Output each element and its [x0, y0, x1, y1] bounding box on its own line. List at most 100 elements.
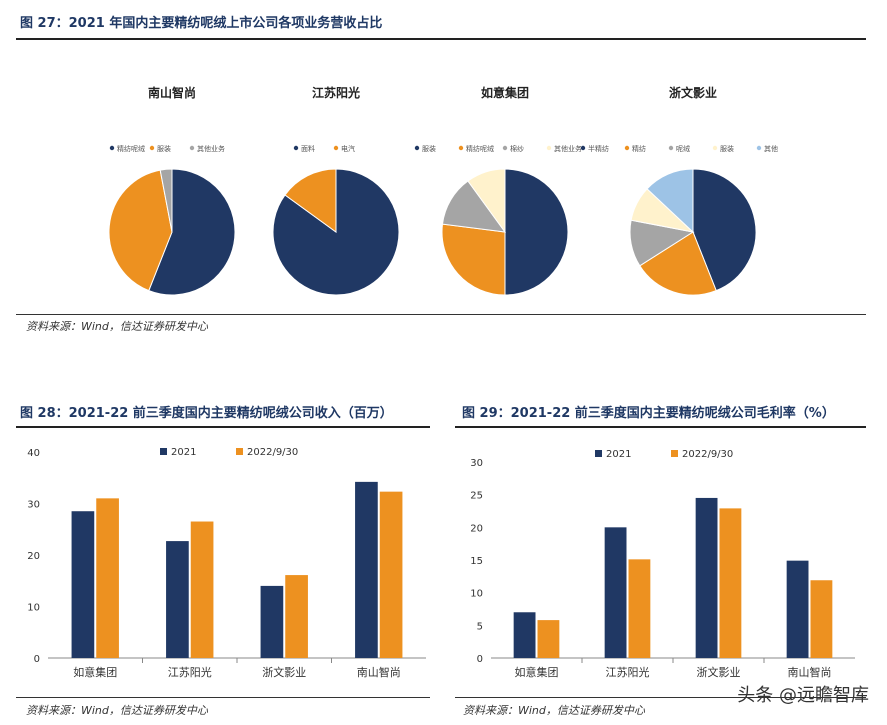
pie-legend-marker-1-0 [293, 145, 299, 151]
pie-slice-2-3 [467, 168, 506, 234]
bar-1-0 [96, 498, 119, 658]
y-tick-label-1: 10 [27, 603, 40, 614]
bar-1-0 [537, 620, 560, 658]
y-tick-label-4: 20 [470, 523, 483, 534]
pie-legend-label-2-0: 服装 [422, 144, 436, 153]
pie-slice-0-2 [159, 168, 173, 233]
bar-1-1 [190, 521, 214, 658]
watermark-text: 头条 @远瞻智库 [737, 685, 869, 706]
legend-label-0: 2021 [606, 449, 631, 460]
pie-title-0: 南山智尚 [148, 85, 196, 100]
figure-28-top-rule [16, 426, 430, 428]
pie-title-2: 如意集团 [481, 85, 529, 100]
pie-legend-marker-2-3 [546, 145, 552, 151]
y-tick-label-2: 10 [470, 589, 483, 600]
category-label-0: 如意集团 [73, 665, 117, 679]
figure-28-title: 图 28：2021-22 前三季度国内主要精纺呢绒公司收入（百万） [20, 406, 393, 421]
figure-27-source: 资料来源：Wind，信达证券研发中心 [26, 320, 208, 333]
figure-29-source: 资料来源：Wind，信达证券研发中心 [463, 704, 645, 717]
legend-label-1: 2022/9/30 [682, 449, 733, 460]
pie-slice-2-1 [441, 223, 506, 296]
figure-27-bottom-rule [16, 314, 866, 315]
bar-1-1 [628, 559, 651, 658]
pie-slice-3-1 [639, 231, 717, 296]
category-label-2: 浙文影业 [697, 665, 741, 679]
pie-legend-marker-1-1 [333, 145, 339, 151]
pie-legend-label-3-4: 其他 [764, 144, 778, 153]
bar-0-3 [355, 481, 378, 658]
figure-29-bottom-rule [455, 697, 866, 698]
category-label-3: 南山智尚 [357, 665, 401, 679]
pie-legend-marker-0-2 [189, 145, 195, 151]
legend-marker-1 [671, 450, 678, 457]
pie-slice-0-1 [108, 169, 173, 292]
pie-slice-3-4 [646, 168, 694, 234]
y-tick-label-6: 30 [470, 458, 483, 469]
pie-legend-marker-3-2 [668, 145, 674, 151]
category-label-1: 江苏阳光 [606, 665, 650, 679]
figure-29-bar-chart: 0 5 10 15 20 25 30 如意集团 江苏阳光 浙文影业 南山智尚 2021 2022/9/3… [470, 449, 855, 679]
legend-label-0: 2021 [171, 447, 196, 458]
legend-marker-0 [595, 450, 602, 457]
pie-title-3: 浙文影业 [669, 85, 717, 100]
pie-legend-marker-3-0 [580, 145, 586, 151]
bar-1-2 [285, 575, 308, 658]
pie-legend-marker-2-1 [458, 145, 464, 151]
y-tick-label-2: 20 [27, 551, 40, 562]
y-tick-label-5: 25 [470, 491, 483, 502]
bar-0-2 [695, 497, 718, 658]
category-label-3: 南山智尚 [788, 665, 832, 679]
bar-0-1 [604, 527, 627, 658]
pie-legend-label-2-1: 精纺呢绒 [466, 144, 494, 153]
pie-legend-label-2-2: 棉纱 [510, 144, 524, 153]
pie-legend-label-0-1: 服装 [157, 144, 171, 153]
pie-legend-marker-0-1 [149, 145, 155, 151]
pie-legend-label-3-1: 精纺 [632, 144, 646, 153]
y-tick-label-4: 40 [27, 448, 40, 459]
pie-legend-marker-3-3 [712, 145, 718, 151]
legend-marker-1 [236, 448, 243, 455]
category-label-0: 如意集团 [515, 665, 559, 679]
category-label-2: 浙文影业 [262, 665, 306, 679]
pie-legend-label-1-1: 电汽 [341, 144, 355, 153]
figure-29-title: 图 29：2021-22 前三季度国内主要精纺呢绒公司毛利率（%） [462, 406, 835, 421]
bar-1-3 [379, 491, 403, 658]
figure-27-title: 图 27：2021 年国内主要精纺呢绒上市公司各项业务营收占比 [20, 16, 383, 31]
pie-legend-marker-3-1 [624, 145, 630, 151]
figure-27-top-rule [16, 38, 866, 40]
category-label-1: 江苏阳光 [168, 665, 212, 679]
pie-legend-label-1-0: 面料 [301, 144, 315, 153]
bar-1-3 [810, 580, 833, 658]
y-tick-label-0: 0 [477, 654, 483, 665]
pie-legend-label-3-0: 半精纺 [588, 144, 609, 153]
pie-legend-marker-2-0 [414, 145, 420, 151]
bar-0-0 [513, 612, 536, 658]
pie-legend-marker-2-2 [502, 145, 508, 151]
pie-slice-3-0 [692, 168, 757, 292]
pie-legend-label-3-2: 呢绒 [676, 144, 690, 153]
figure-28-bottom-rule [16, 697, 430, 698]
legend-marker-0 [160, 448, 167, 455]
bar-0-1 [166, 541, 189, 658]
bar-0-0 [71, 511, 95, 658]
bar-0-2 [260, 585, 284, 658]
pie-legend-marker-3-4 [756, 145, 762, 151]
pie-slice-2-0 [504, 168, 569, 296]
y-tick-label-0: 0 [34, 654, 40, 665]
figure-28-source: 资料来源：Wind，信达证券研发中心 [26, 704, 208, 717]
pie-legend-label-3-3: 服装 [720, 144, 734, 153]
pie-legend-label-0-0: 精纺呢绒 [117, 144, 145, 153]
pie-legend-label-0-2: 其他业务 [197, 144, 225, 153]
bar-0-3 [786, 560, 809, 658]
pie-slice-1-1 [284, 168, 337, 233]
pie-legend-marker-0-0 [109, 145, 115, 151]
pie-legend-label-2-3: 其他业务 [554, 144, 582, 153]
pie-slice-0-0 [148, 168, 236, 296]
bar-1-2 [719, 508, 742, 658]
figure-28-bar-chart: 0 10 20 30 40 如意集团 江苏阳光 浙文影业 南山智尚 2021 2022/9/30 [27, 447, 426, 679]
legend-label-1: 2022/9/30 [247, 447, 298, 458]
figure-29-top-rule [455, 426, 866, 428]
y-tick-label-3: 30 [27, 500, 40, 511]
y-tick-label-3: 15 [470, 556, 483, 567]
